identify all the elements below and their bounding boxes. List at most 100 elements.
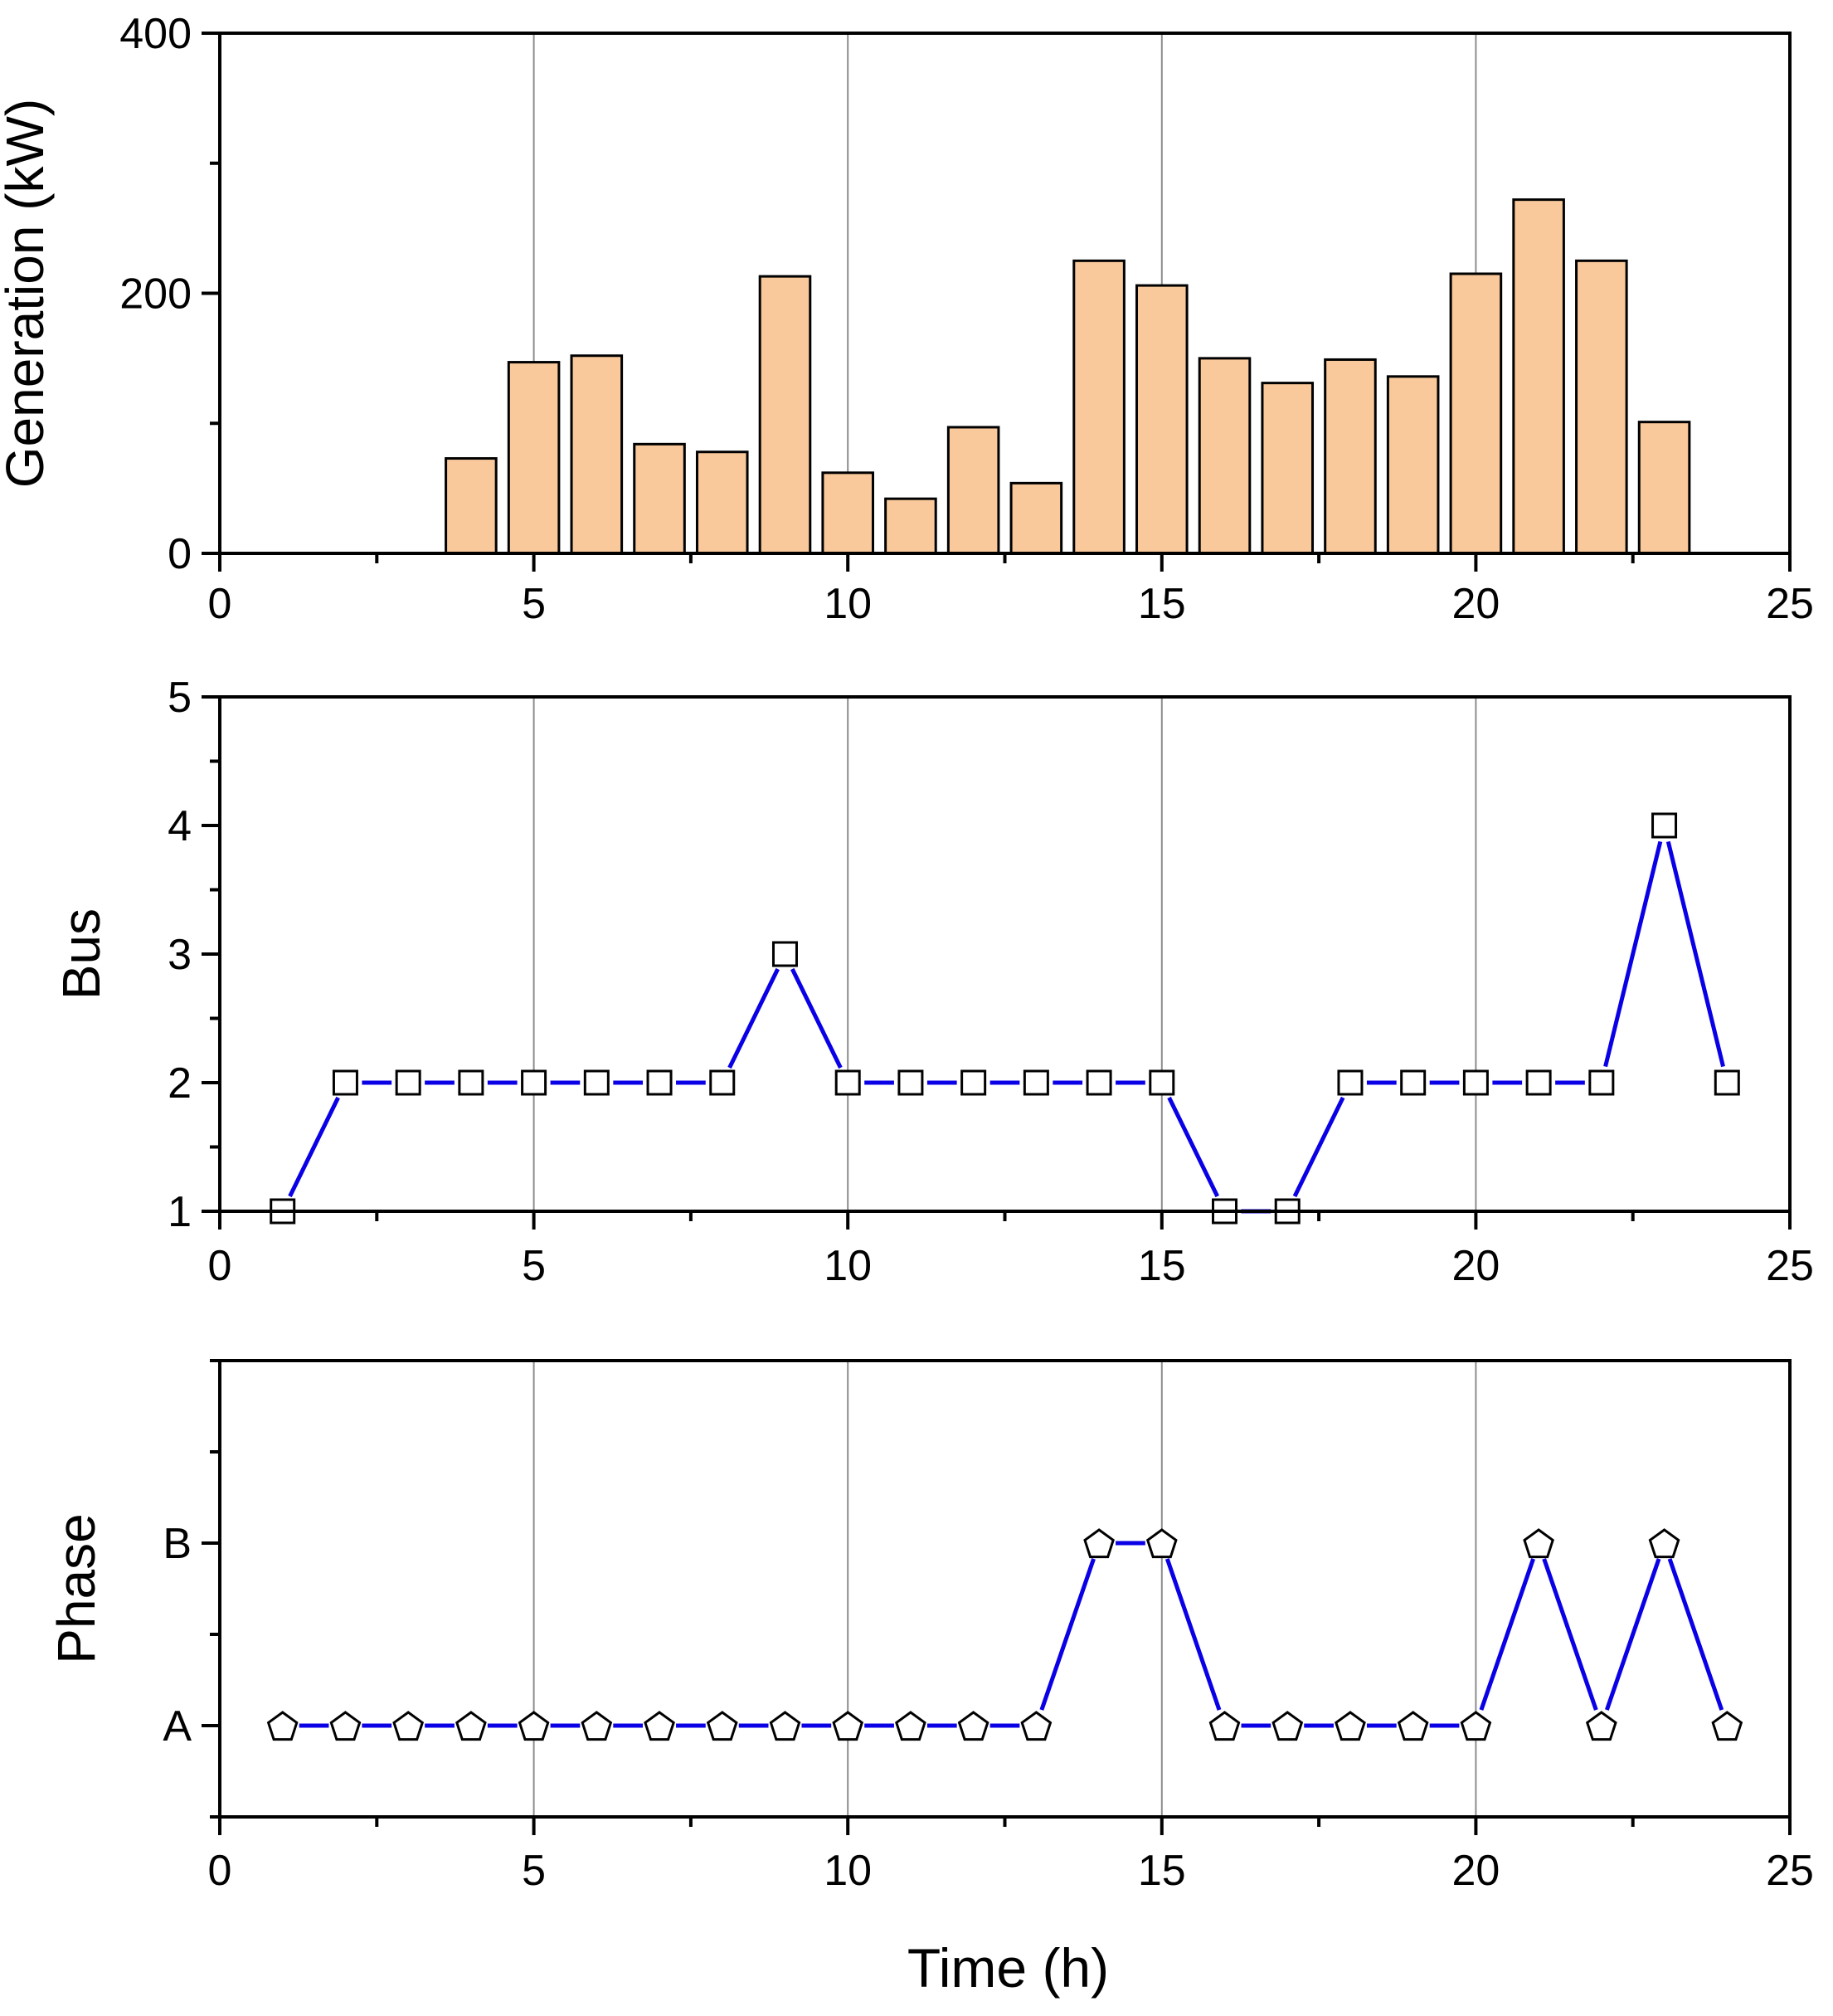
bar [445,457,498,555]
data-point [266,1711,299,1741]
x-tick-label: 0 [208,1847,232,1895]
series-line-segment [790,967,843,1069]
data-point [834,1069,861,1096]
data-point [1145,1528,1178,1559]
data-point [1400,1069,1427,1096]
x-axis-title: Time (h) [907,1937,1109,1999]
data-point [646,1069,673,1096]
x-tick-label: 15 [1138,580,1186,628]
data-point [1337,1069,1364,1096]
bar [1261,382,1315,555]
series-line-segment [1479,1558,1535,1711]
x-tick-label: 5 [522,1847,546,1895]
data-point [458,1069,484,1096]
data-point [1023,1069,1049,1096]
data-point [769,1711,801,1741]
data-point [1525,1069,1552,1096]
bar [507,361,561,555]
y-tick-label: 2 [168,1059,192,1108]
data-point [960,1069,987,1096]
x-tick-label: 0 [208,1242,232,1290]
x-tick-label: 10 [824,580,872,628]
data-point [583,1069,610,1096]
data-point [1523,1528,1554,1559]
data-point [644,1711,675,1741]
bar [695,450,749,555]
data-point [332,1069,358,1096]
y-axis-title: Bus [51,908,111,1000]
bar [1324,358,1377,555]
data-point [1651,812,1678,839]
x-tick-label: 20 [1451,1242,1500,1290]
data-point [395,1069,421,1096]
generation-panel: 0 5 10 15 20 25 0 200 400 Generation (kW) [0,10,1814,628]
data-point [1648,1528,1680,1559]
bar [633,442,686,555]
y-tick-label: 5 [168,674,192,722]
x-tick-label: 15 [1138,1847,1186,1895]
data-point [329,1711,362,1741]
series-line-segment [1292,1096,1345,1198]
data-point [1149,1069,1175,1096]
x-tick-label: 20 [1451,580,1500,628]
data-point [518,1711,550,1741]
data-point [581,1711,613,1741]
y-tick-label: 4 [168,802,192,850]
data-point [521,1069,547,1096]
series-line-segment [1542,1558,1598,1711]
data-point [709,1069,736,1096]
data-point [1086,1069,1112,1096]
x-tick-label: 20 [1451,1847,1500,1895]
data-point [706,1711,738,1741]
bar [821,471,874,555]
y-tick-label: B [163,1520,192,1568]
bar [758,275,812,555]
y-axis-title: Generation (kW) [0,99,55,488]
series-line-segment [727,967,780,1069]
x-tick-label: 25 [1766,1847,1814,1895]
data-point [1585,1711,1617,1741]
x-tick-label: 25 [1766,580,1814,628]
data-point [1208,1711,1241,1741]
data-point [1462,1069,1489,1096]
bar [946,426,1000,555]
bar [1072,259,1126,555]
data-point [832,1711,864,1741]
bar [1198,357,1252,555]
x-tick-label: 10 [824,1847,872,1895]
data-point [1588,1069,1615,1096]
bar [1637,421,1691,555]
data-point [1020,1711,1053,1741]
data-point [1271,1711,1304,1741]
y-tick-label: 0 [168,530,192,578]
plot-frame [218,695,1792,1213]
data-point [1335,1711,1366,1741]
bar [884,497,937,555]
series-line-segment [288,1096,340,1198]
data-point [771,941,798,967]
series-line-segment [1164,1558,1222,1711]
y-tick-label: 1 [168,1188,192,1236]
bar [1449,272,1503,555]
data-point [1711,1711,1743,1741]
data-point [392,1711,425,1741]
data-point [455,1711,487,1741]
y-axis-title: Phase [46,1513,106,1663]
data-point [1714,1069,1740,1096]
y-tick-label: 3 [168,931,192,979]
y-tick-label: 400 [119,10,192,58]
bar [1512,198,1565,555]
x-tick-label: 15 [1138,1242,1186,1290]
y-tick-label: 200 [119,270,192,319]
bus-panel: 0 5 10 15 20 25 1 2 3 4 5 Bus [51,674,1814,1290]
bar [570,354,624,555]
bar [1009,481,1063,555]
data-point [1083,1528,1115,1559]
bar [1386,375,1440,555]
data-point [1397,1711,1429,1741]
data-point [957,1711,989,1741]
series-line-segment [1604,1558,1661,1711]
series-line-segment [1039,1558,1096,1711]
x-tick-label: 25 [1766,1242,1814,1290]
